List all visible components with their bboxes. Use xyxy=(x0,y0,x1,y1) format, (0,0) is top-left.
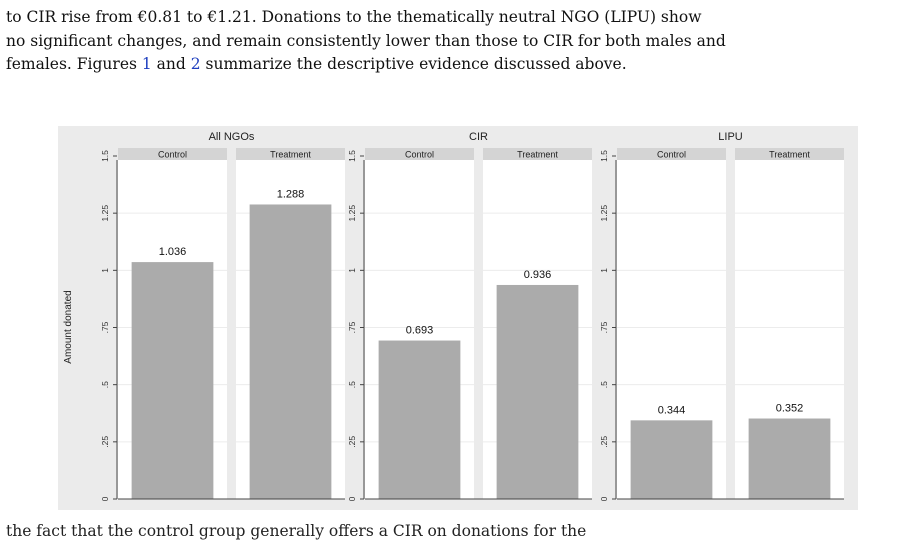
bar-value-label: 1.036 xyxy=(159,246,187,258)
figure-ref-link[interactable]: 2 xyxy=(190,55,201,73)
y-tick-label: .75 xyxy=(347,321,357,333)
partial-paragraph-line: the fact that the control group generall… xyxy=(6,520,908,544)
facet-strip xyxy=(617,148,726,160)
y-tick-label: 1.5 xyxy=(599,150,609,162)
facet-strip-label: Control xyxy=(405,150,434,160)
body-paragraph: to CIR rise from €0.81 to €1.21. Donatio… xyxy=(6,6,908,77)
paragraph-line: no significant changes, and remain consi… xyxy=(6,31,726,50)
y-tick-label: 1.5 xyxy=(100,150,110,162)
y-tick-label: .5 xyxy=(347,381,357,388)
bar xyxy=(630,420,713,499)
chart-layer: Amount donated All NGOs Control 1.036 Treatm… xyxy=(63,131,844,501)
bar xyxy=(131,262,214,499)
y-tick-label: 1 xyxy=(347,268,357,273)
y-tick-label: .25 xyxy=(347,436,357,448)
facet-strip-label: Treatment xyxy=(270,150,311,160)
y-tick-label: .75 xyxy=(599,321,609,333)
y-tick-label: .75 xyxy=(100,321,110,333)
y-tick-label: 1 xyxy=(599,268,609,273)
facet-strip xyxy=(735,148,844,160)
y-tick-label: 1.25 xyxy=(100,205,110,222)
y-tick-label: .25 xyxy=(100,436,110,448)
bar-value-label: 0.352 xyxy=(776,403,804,415)
y-tick-label: 0 xyxy=(100,496,110,501)
facet-strip xyxy=(236,148,345,160)
paragraph-line: the fact that the control group generall… xyxy=(6,522,587,540)
facet-strip xyxy=(118,148,227,160)
y-tick-label: .5 xyxy=(100,381,110,388)
y-tick-label: 1.25 xyxy=(599,205,609,222)
paragraph-text: and xyxy=(151,55,191,73)
y-tick-label: 0 xyxy=(347,496,357,501)
panel-title: CIR xyxy=(469,131,488,143)
bar-value-label: 0.344 xyxy=(658,404,686,416)
bar xyxy=(748,418,831,499)
y-tick-label: .5 xyxy=(599,381,609,388)
bar-value-label: 0.936 xyxy=(524,269,552,281)
facet-strip-label: Control xyxy=(158,150,187,160)
facet-strip-label: Treatment xyxy=(769,150,810,160)
bar-value-label: 1.288 xyxy=(277,188,305,200)
y-tick-label: 1 xyxy=(100,268,110,273)
bar-chart-figure: Amount donated All NGOs Control 1.036 Treatm… xyxy=(58,126,858,510)
y-tick-label: 1.25 xyxy=(347,205,357,222)
panel-title: All NGOs xyxy=(209,131,255,143)
bar-value-label: 0.693 xyxy=(406,325,434,337)
facet-strip xyxy=(483,148,592,160)
paragraph-text: summarize the descriptive evidence discu… xyxy=(200,55,627,73)
bar xyxy=(378,340,461,499)
facet-strip-label: Control xyxy=(657,150,686,160)
bar xyxy=(249,204,332,499)
figure-ref-link[interactable]: 1 xyxy=(141,55,152,73)
y-tick-label: 1.5 xyxy=(347,150,357,162)
y-axis-title: Amount donated xyxy=(63,290,74,363)
facet-strip-label: Treatment xyxy=(517,150,558,160)
facet-strip xyxy=(365,148,474,160)
paragraph-line: to CIR rise from €0.81 to €1.21. Donatio… xyxy=(6,8,702,26)
panel-title: LIPU xyxy=(718,131,743,143)
y-tick-label: 0 xyxy=(599,496,609,501)
bar xyxy=(496,284,579,499)
paragraph-text: females. Figures xyxy=(6,55,142,73)
y-tick-label: .25 xyxy=(599,436,609,448)
paragraph-line: females. Figures 1 and 2 summarize the d… xyxy=(6,53,908,77)
